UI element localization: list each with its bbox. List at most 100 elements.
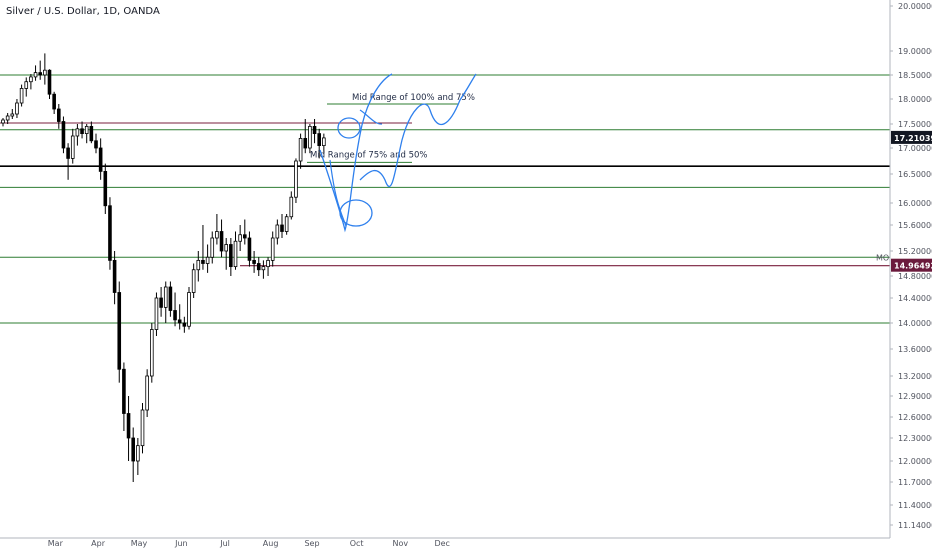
y-tick-label: 12.30000 xyxy=(898,434,932,443)
candle-body xyxy=(322,137,326,146)
annotation-lower: Mid Range of 75% and 50% xyxy=(310,150,428,160)
y-tick-label: 17.50000 xyxy=(898,120,932,129)
candle-body xyxy=(122,368,126,414)
y-tick-label: 18.00000 xyxy=(898,95,932,104)
y-tick-label: 20.00000 xyxy=(898,2,932,11)
current-price-value: 17.21039 xyxy=(894,134,932,143)
candle-body xyxy=(261,266,266,271)
candle-body xyxy=(145,375,149,411)
x-tick-label: Aug xyxy=(263,539,279,548)
candle-body xyxy=(149,329,154,377)
candle-body xyxy=(233,240,238,268)
candle-body xyxy=(303,137,308,149)
candle-body xyxy=(215,231,219,239)
x-tick-label: Oct xyxy=(350,539,364,548)
candle-body xyxy=(103,170,108,207)
candle-body xyxy=(117,292,122,370)
candle-body xyxy=(57,108,61,122)
candle-body xyxy=(210,237,215,258)
candle-body xyxy=(52,93,56,110)
candle-body xyxy=(294,160,298,198)
y-tick-label: 11.40000 xyxy=(898,501,932,510)
projection-path-3 xyxy=(359,73,477,188)
chart-title: Silver / U.S. Dollar, 1D, OANDA xyxy=(6,6,160,17)
candle-body xyxy=(75,128,80,137)
candle-body xyxy=(168,286,173,311)
x-tick-label: Nov xyxy=(393,539,409,548)
x-tick-label: Jun xyxy=(174,539,188,548)
candle-body xyxy=(266,259,270,268)
y-tick-label: 15.60000 xyxy=(898,221,932,230)
x-tick-label: May xyxy=(131,539,148,548)
candle-body xyxy=(98,147,103,172)
x-tick-label: Apr xyxy=(91,539,106,548)
candle-body xyxy=(205,256,210,264)
candle-body xyxy=(317,133,321,147)
candle-body xyxy=(24,81,29,89)
candle-body xyxy=(70,135,75,159)
candle-body xyxy=(33,72,38,78)
candle-body xyxy=(173,310,177,321)
y-tick-label: 19.00000 xyxy=(898,47,932,56)
candle-body xyxy=(10,113,15,117)
y-tick-label: 15.20000 xyxy=(898,247,932,256)
x-tick-label: Sep xyxy=(304,539,319,548)
x-tick-label: Mar xyxy=(48,539,64,548)
candle-body xyxy=(312,126,317,135)
candle-body xyxy=(187,292,191,327)
candle-body xyxy=(289,196,294,218)
candle-body xyxy=(247,237,252,261)
mo-badge xyxy=(891,258,932,272)
y-tick-label: 12.60000 xyxy=(898,413,932,422)
candle-body xyxy=(131,437,136,462)
y-tick-label: 13.60000 xyxy=(898,345,932,354)
mo-badge-value: 14.96492 xyxy=(894,262,932,271)
candle-body xyxy=(298,137,303,162)
candle-body xyxy=(94,140,98,149)
projection-path-2 xyxy=(329,159,347,227)
annotation-upper: Mid Range of 100% and 75% xyxy=(352,93,475,103)
candle-body xyxy=(201,259,205,264)
y-tick-label: 14.80000 xyxy=(898,272,932,281)
candle-body xyxy=(108,205,112,261)
candle-body xyxy=(182,322,187,327)
candle-body xyxy=(38,72,42,76)
candle-body xyxy=(126,413,131,439)
candle-body xyxy=(229,244,233,268)
y-tick-label: 17.00000 xyxy=(898,144,932,153)
candle-body xyxy=(275,224,280,239)
candle-body xyxy=(136,445,140,462)
candle-body xyxy=(66,147,70,159)
candle-body xyxy=(238,234,242,242)
x-tick-label: Dec xyxy=(434,539,449,548)
candle-body xyxy=(280,224,284,232)
y-tick-label: 18.50000 xyxy=(898,71,932,80)
candle-body xyxy=(47,69,52,95)
candle-body xyxy=(80,128,84,135)
current-price-badge xyxy=(891,130,932,144)
circle-marker-lower xyxy=(339,199,373,227)
projection-path-1 xyxy=(319,73,393,233)
candle-body xyxy=(112,259,117,293)
y-tick-label: 14.40000 xyxy=(898,294,932,303)
y-tick-label: 16.00000 xyxy=(898,199,932,208)
candle-body xyxy=(140,409,145,447)
candle-body xyxy=(308,126,312,149)
candle-body xyxy=(29,76,33,83)
candle-body xyxy=(84,126,89,135)
candle-body xyxy=(284,216,289,232)
y-tick-label: 14.00000 xyxy=(898,319,932,328)
mo-label: MO xyxy=(876,254,889,263)
candle-body xyxy=(159,297,163,308)
candle-body xyxy=(219,231,224,252)
candle-body xyxy=(242,234,247,239)
y-tick-label: 13.20000 xyxy=(898,372,932,381)
y-tick-label: 16.50000 xyxy=(898,170,932,179)
candle-body xyxy=(43,69,47,76)
candle-body xyxy=(252,259,256,264)
candle-body xyxy=(196,259,201,271)
candle-body xyxy=(256,263,261,271)
y-tick-label: 12.90000 xyxy=(898,392,932,401)
